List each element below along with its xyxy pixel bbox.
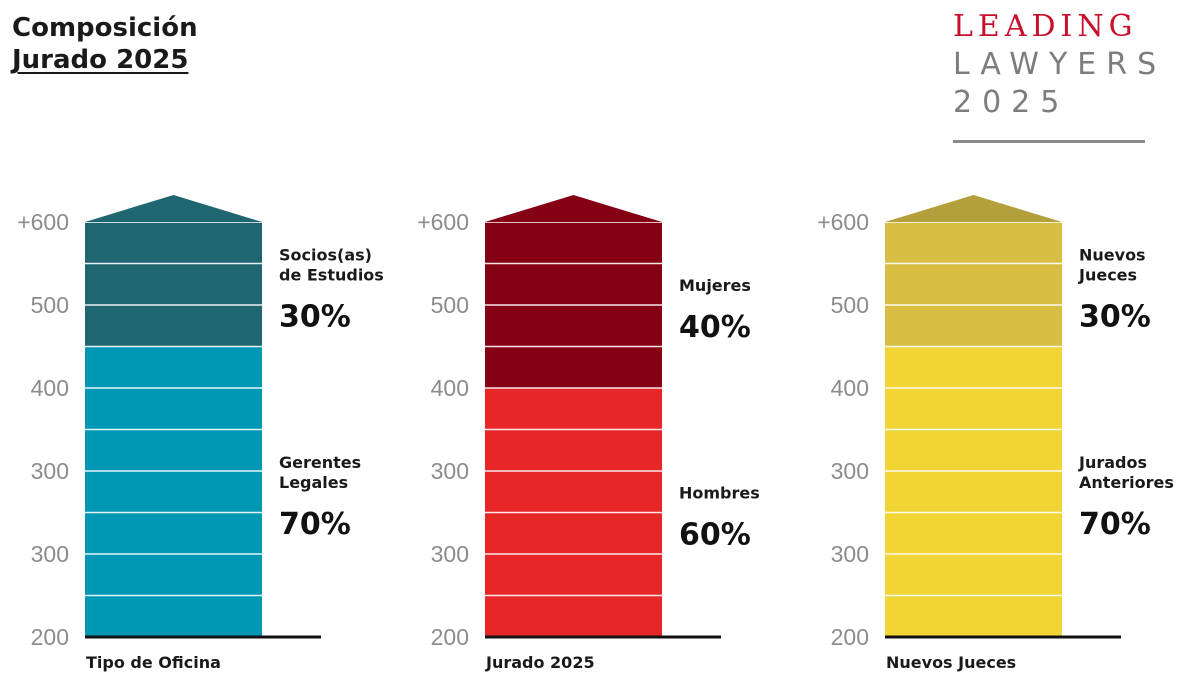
y-tick-label: 400	[31, 375, 69, 401]
y-tick-label: 500	[831, 292, 869, 318]
segment-label: de Estudios	[279, 265, 384, 284]
segment-value-label: 70%	[279, 507, 351, 542]
bar-segment	[85, 222, 262, 347]
bar-segment	[85, 346, 262, 637]
page-title: Composición Jurado 2025	[12, 12, 198, 76]
y-tick-label: 500	[431, 292, 469, 318]
bar-arrow-head	[885, 195, 1062, 222]
logo-line-3: 2025	[953, 85, 1070, 120]
y-tick-label: 200	[31, 624, 69, 650]
y-tick-label: +600	[817, 209, 869, 235]
y-tick-label: 400	[431, 375, 469, 401]
title-line-2: Jurado 2025	[12, 45, 189, 75]
y-tick-label: 300	[31, 458, 69, 484]
segment-label: Jueces	[1078, 265, 1137, 284]
y-tick-label: 400	[831, 375, 869, 401]
logo-line-1: LEADING	[953, 9, 1138, 44]
y-tick-label: 200	[831, 624, 869, 650]
y-tick-label: 500	[31, 292, 69, 318]
segment-label: Anteriores	[1079, 473, 1174, 492]
y-tick-label: +600	[17, 209, 69, 235]
logo-divider	[953, 140, 1145, 143]
x-axis-label: Tipo de Oficina	[86, 653, 221, 672]
segment-label: Socios(as)	[279, 245, 372, 264]
y-tick-label: 200	[431, 624, 469, 650]
y-tick-label: 300	[831, 458, 869, 484]
segment-label: Hombres	[679, 484, 760, 503]
segment-value-label: 40%	[679, 310, 751, 345]
y-tick-label: 300	[831, 541, 869, 567]
y-tick-label: 300	[431, 458, 469, 484]
bar-arrow-head	[485, 195, 662, 222]
segment-label: Jurados	[1078, 453, 1147, 472]
y-tick-label: +600	[417, 209, 469, 235]
segment-value-label: 70%	[1079, 507, 1151, 542]
bar-segment	[885, 222, 1062, 347]
segment-label: Mujeres	[679, 276, 751, 295]
y-tick-label: 300	[31, 541, 69, 567]
segment-value-label: 30%	[279, 299, 351, 334]
title-line-1: Composición	[12, 13, 198, 43]
segment-label: Nuevos	[1079, 245, 1146, 264]
x-axis-label: Jurado 2025	[485, 653, 595, 672]
bar-segment	[885, 346, 1062, 637]
y-tick-label: 300	[431, 541, 469, 567]
logo-line-2: LAWYERS	[953, 47, 1167, 82]
segment-value-label: 30%	[1079, 299, 1151, 334]
segment-label: Legales	[279, 473, 348, 492]
segment-value-label: 60%	[679, 518, 751, 553]
bar-arrow-head	[85, 195, 262, 222]
x-axis-label: Nuevos Jueces	[886, 653, 1016, 672]
segment-label: Gerentes	[279, 453, 361, 472]
leading-lawyers-logo: LEADING LAWYERS 2025	[953, 8, 1167, 143]
